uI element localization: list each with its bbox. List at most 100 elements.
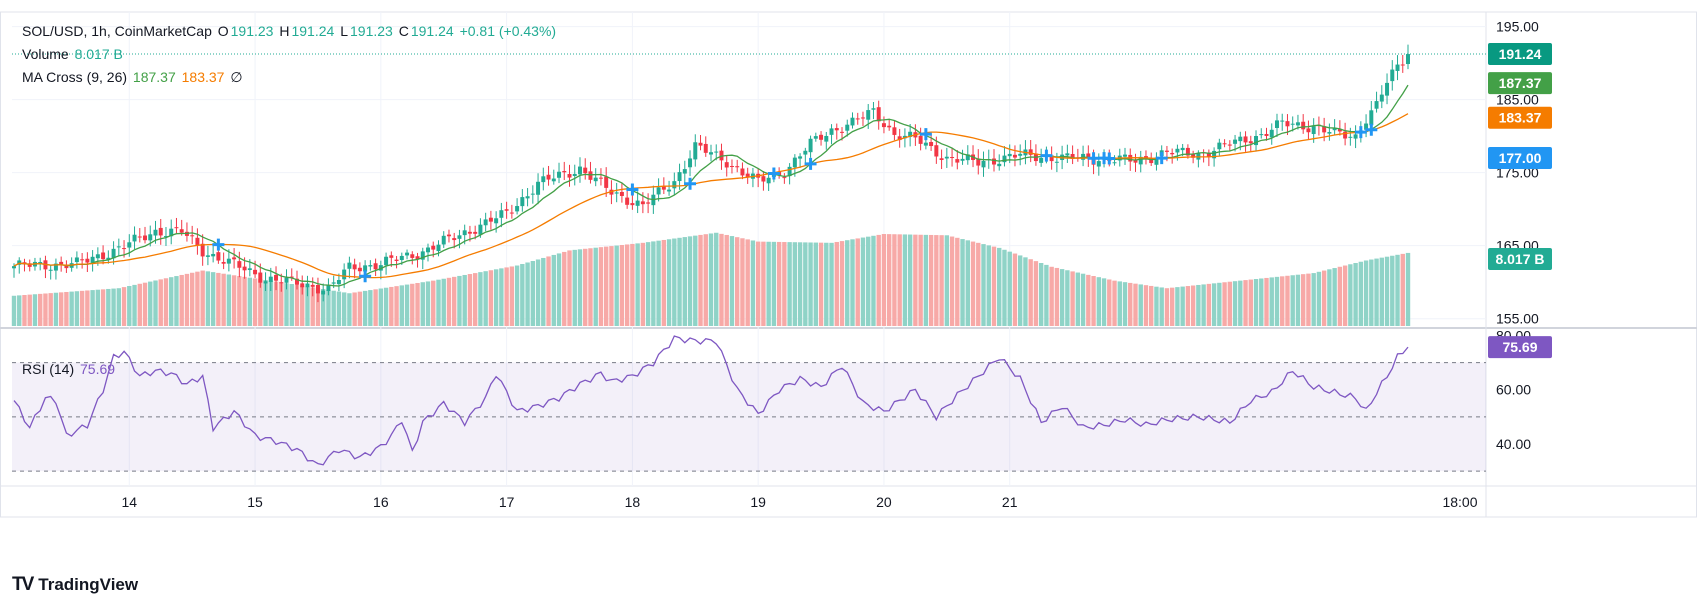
candle-body (1123, 154, 1127, 157)
volume-bar (1044, 264, 1049, 326)
rsi-legend[interactable]: RSI (14) 75.69 (22, 360, 117, 378)
candle-body (1170, 152, 1175, 155)
candle-body (106, 257, 111, 261)
ma-fast-value: 187.37 (132, 69, 176, 85)
candle-body (1332, 127, 1337, 131)
candle-body (1185, 147, 1190, 156)
ma-slow-line (13, 113, 1409, 279)
time-tick-label: 18 (625, 494, 641, 510)
volume-bar (90, 290, 95, 326)
volume-bar (1117, 281, 1122, 326)
candle-body (829, 128, 834, 135)
volume-bar (1169, 287, 1175, 326)
volume-bar (69, 291, 74, 326)
candle-body (1065, 153, 1070, 156)
candle-body (64, 265, 69, 269)
volume-bar (231, 275, 237, 326)
candle-body (467, 231, 472, 234)
candle-body (389, 255, 394, 258)
volume-bar (886, 234, 892, 326)
volume-bar (735, 237, 740, 326)
candle-body (1390, 69, 1395, 82)
volume-bar (907, 234, 913, 326)
volume-bar (1012, 253, 1018, 326)
candle-body (792, 157, 797, 168)
candle-body (1379, 94, 1384, 102)
volume-bar (1070, 271, 1075, 326)
volume-bar (530, 260, 536, 326)
volume-bar (672, 238, 677, 326)
candle-body (1254, 135, 1259, 146)
ma-fast-line (13, 84, 1409, 287)
candle-body (315, 284, 320, 294)
volume-bar (1190, 285, 1196, 326)
candle-body (116, 246, 121, 248)
volume-bar (17, 295, 22, 326)
volume-bar (1038, 263, 1044, 326)
volume-bar (1384, 256, 1390, 326)
candle-body (934, 145, 939, 157)
volume-bar (415, 283, 420, 326)
candle-body (274, 274, 279, 281)
time-tick-label: 20 (876, 494, 892, 510)
volume-bar (782, 242, 787, 326)
candle-body (640, 201, 645, 205)
candle-body (347, 262, 352, 269)
volume-bar (1353, 263, 1358, 326)
volume-bar (535, 259, 541, 326)
volume-bar (714, 232, 719, 326)
volume-bar (750, 240, 756, 326)
volume-bar (970, 241, 976, 326)
candle-body (950, 157, 955, 159)
candle-body (95, 254, 100, 259)
volume-bar (425, 281, 431, 326)
level-badge-text: 177.00 (1499, 150, 1542, 166)
candle-body (997, 163, 1002, 167)
volume-bar (766, 241, 771, 326)
candle-body (153, 229, 158, 236)
candle-body (1243, 136, 1248, 143)
volume-legend[interactable]: Volume 8.017 B (22, 45, 125, 63)
volume-bar (1128, 282, 1133, 326)
volume-bar (389, 286, 394, 326)
candle-body (373, 263, 378, 270)
candle-body (1406, 54, 1410, 65)
volume-bar (829, 242, 834, 326)
candle-body (74, 257, 79, 263)
candle-body (834, 128, 839, 131)
volume-value: 8.017 B (74, 46, 123, 62)
volume-bar (483, 271, 488, 326)
candle-body (499, 210, 504, 218)
candle-body (939, 158, 944, 161)
volume-bar (787, 242, 792, 326)
candle-body (1054, 161, 1059, 163)
volume-bar (509, 266, 515, 326)
candle-body (819, 134, 824, 140)
candle-body (211, 253, 216, 257)
candle-body (169, 228, 174, 237)
symbol-label[interactable]: SOL/USD, 1h, CoinMarketCap (22, 23, 212, 39)
tradingview-brand[interactable]: TV TradingView (12, 574, 138, 596)
candle-body (363, 265, 368, 272)
volume-bar (944, 235, 950, 326)
volume-bar (252, 278, 258, 326)
ma-legend[interactable]: MA Cross (9, 26) 187.37 183.37 ∅ (22, 68, 245, 86)
volume-bar (210, 272, 216, 326)
volume-bar (488, 270, 494, 326)
volume-bar (1316, 271, 1322, 326)
ma-cross-marker (1103, 152, 1116, 165)
volume-bar (866, 236, 871, 326)
ma-cross-marker (767, 167, 780, 180)
candle-body (216, 252, 221, 261)
candle-body (630, 203, 635, 206)
volume-bar (373, 289, 378, 326)
candle-body (1364, 123, 1369, 130)
candle-body (541, 176, 546, 183)
volume-bar (991, 246, 997, 326)
candle-body (546, 174, 551, 180)
candle-body (289, 276, 294, 278)
volume-bar (478, 272, 483, 326)
volume-bar (300, 285, 305, 326)
volume-bar (174, 276, 179, 326)
